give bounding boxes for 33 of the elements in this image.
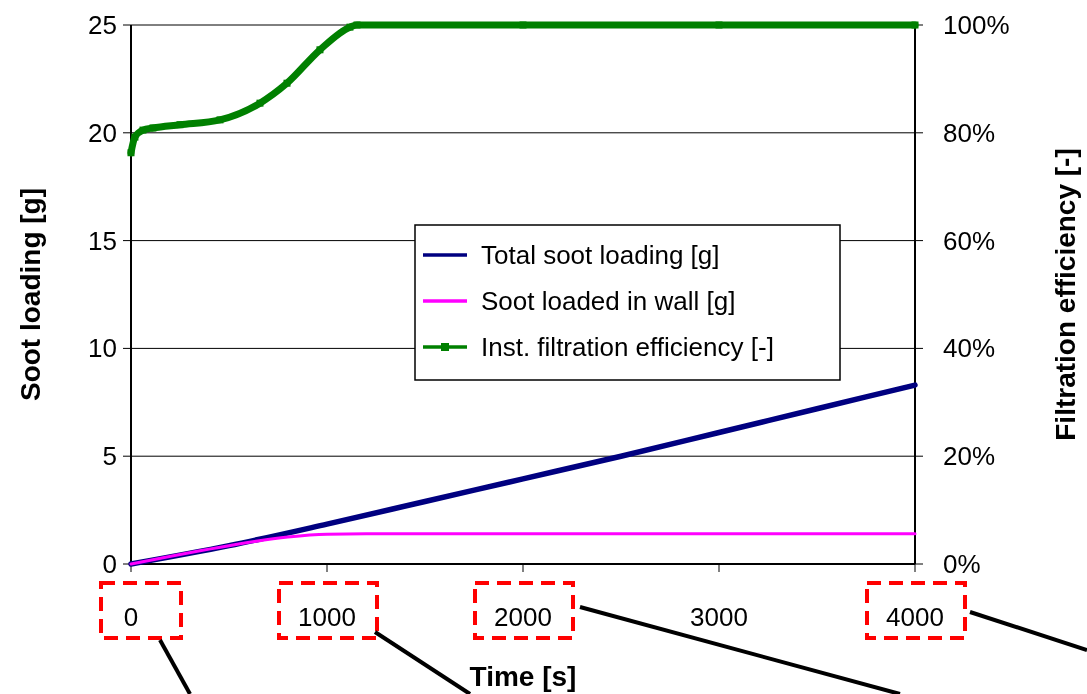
- x-tick-label: 2000: [494, 602, 552, 632]
- x-tick-label: 3000: [690, 602, 748, 632]
- point: [353, 21, 361, 29]
- y2-tick-label: 100%: [943, 10, 1010, 40]
- y-axis-title: Soot loading [g]: [15, 187, 46, 402]
- y2-axis-title: Filtration efficiency [-]: [1050, 148, 1081, 441]
- point: [316, 46, 324, 54]
- y2-tick-label: 0%: [943, 549, 981, 579]
- point: [127, 149, 135, 157]
- point: [346, 23, 354, 31]
- point: [139, 126, 147, 134]
- y2-tick-label: 40%: [943, 333, 996, 364]
- y-tick-label: 20: [88, 117, 117, 148]
- x-tick-label: 0: [123, 602, 139, 632]
- x-tick-label: 4000: [886, 602, 944, 632]
- point: [256, 99, 264, 107]
- y-tick-label: 10: [88, 333, 117, 364]
- y-tick-label: 25: [88, 10, 117, 40]
- point: [131, 133, 139, 141]
- point: [911, 21, 919, 29]
- y2-tick-label: 80%: [943, 117, 996, 148]
- legend-label: Inst. filtration efficiency [-]: [481, 332, 774, 362]
- y2-tick-label: 20%: [943, 441, 996, 472]
- y-tick-label: 15: [88, 225, 117, 256]
- legend-label: Soot loaded in wall [g]: [481, 286, 736, 316]
- point: [283, 79, 291, 87]
- x-tick-label: 1000: [298, 602, 356, 632]
- y-tick-label: 0: [102, 549, 117, 579]
- y2-tick-label: 60%: [943, 225, 996, 256]
- x-axis-title: Time [s]: [469, 661, 577, 692]
- legend-label: Total soot loading [g]: [481, 240, 720, 270]
- point: [216, 116, 224, 124]
- y-tick-label: 5: [102, 441, 117, 472]
